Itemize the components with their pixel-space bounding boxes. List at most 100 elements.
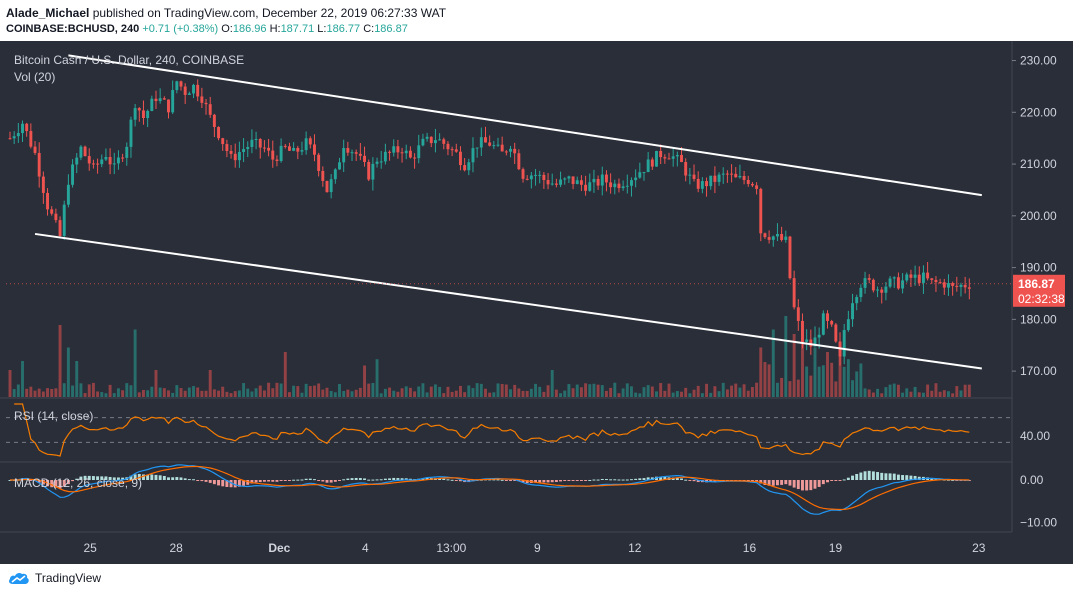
volume-bar bbox=[534, 383, 537, 397]
macd-histogram-bar bbox=[592, 479, 596, 481]
candle bbox=[296, 145, 300, 160]
candle-body bbox=[233, 153, 237, 161]
candle bbox=[267, 138, 271, 157]
volume-bar bbox=[821, 365, 825, 397]
volume-bar bbox=[888, 384, 892, 397]
volume-bar bbox=[162, 388, 166, 397]
volume-bar bbox=[333, 392, 337, 397]
candle bbox=[242, 138, 246, 163]
candle-body bbox=[792, 278, 796, 308]
grid-lines bbox=[0, 41, 1013, 533]
candle bbox=[167, 99, 170, 119]
volume-bar bbox=[296, 386, 300, 397]
candle bbox=[663, 154, 667, 164]
macd-histogram-bar bbox=[121, 477, 125, 480]
candle bbox=[21, 120, 24, 142]
candle bbox=[292, 142, 296, 152]
volume-bar bbox=[696, 385, 700, 397]
candle-body bbox=[262, 147, 266, 149]
symbol-name: COINBASE:BCHUSD, 240 bbox=[6, 23, 140, 35]
candle bbox=[546, 173, 550, 190]
volume-bar bbox=[454, 390, 458, 397]
volume-bar bbox=[87, 384, 91, 397]
author-name[interactable]: Alade_Michael bbox=[6, 6, 90, 20]
volume-bar bbox=[83, 393, 87, 397]
candle bbox=[947, 274, 950, 296]
macd-histogram-bar bbox=[321, 480, 325, 482]
volume-bar bbox=[75, 361, 79, 397]
volume-bar bbox=[604, 390, 608, 397]
macd-histogram-bar bbox=[947, 479, 950, 481]
candle bbox=[700, 177, 704, 194]
volume-bar bbox=[225, 391, 229, 397]
candle-body bbox=[559, 179, 563, 185]
volume-bar bbox=[125, 383, 129, 397]
candle-body bbox=[663, 157, 667, 159]
candle bbox=[438, 133, 442, 141]
volume-bar bbox=[417, 386, 421, 397]
chart-area[interactable]: 40.00 0.00 −10.00 170.00 180.00 190.00 200.0… bbox=[0, 41, 1073, 564]
candle bbox=[146, 109, 150, 128]
volume-bar bbox=[738, 387, 742, 397]
trendlines[interactable] bbox=[34, 54, 982, 370]
candle-body bbox=[50, 209, 54, 214]
candle-body bbox=[813, 337, 817, 347]
candle-body bbox=[855, 297, 859, 304]
candle bbox=[821, 310, 825, 336]
volume-bar bbox=[283, 352, 287, 397]
candle bbox=[283, 143, 287, 149]
candle-body bbox=[846, 319, 850, 331]
volume-bar bbox=[446, 386, 450, 397]
candle-body bbox=[759, 188, 763, 234]
macd-histogram-bar bbox=[713, 480, 717, 482]
candle bbox=[383, 143, 387, 165]
candle-body bbox=[755, 185, 759, 189]
chart-canvas[interactable]: 40.00 0.00 −10.00 170.00 180.00 190.00 200.0… bbox=[0, 41, 1073, 564]
candle bbox=[901, 273, 905, 294]
macd-histogram-bar bbox=[634, 478, 638, 480]
candle bbox=[467, 158, 471, 176]
volume-bar bbox=[442, 393, 446, 397]
candle bbox=[521, 167, 525, 183]
macd-histogram-bar bbox=[913, 475, 917, 480]
macd-histogram-bar bbox=[859, 472, 863, 480]
volume-bar bbox=[926, 384, 930, 397]
volume-bar bbox=[575, 384, 579, 397]
volume-bar bbox=[475, 383, 479, 397]
macd-histogram-bar bbox=[880, 472, 884, 480]
volume-bar bbox=[692, 389, 696, 397]
macd-histogram-bar bbox=[388, 478, 392, 480]
candle-body bbox=[488, 142, 492, 146]
candle-body bbox=[579, 180, 583, 185]
macd-histogram-bar bbox=[771, 480, 775, 486]
candle-body bbox=[154, 98, 158, 102]
volume-bar bbox=[150, 386, 154, 397]
volume-bar bbox=[96, 391, 100, 397]
candle bbox=[834, 322, 838, 343]
volume-bar bbox=[271, 388, 275, 397]
macd-histogram-bar bbox=[404, 478, 408, 480]
candle-body bbox=[934, 279, 938, 283]
volume-bar bbox=[400, 388, 404, 397]
macd-histogram-bar bbox=[350, 478, 354, 480]
candle bbox=[183, 83, 187, 104]
macd-histogram-bar bbox=[250, 480, 254, 484]
macd-histogram-bar bbox=[258, 480, 262, 483]
candle bbox=[116, 150, 120, 170]
candle bbox=[529, 171, 533, 189]
candle-body bbox=[675, 155, 679, 157]
macd-histogram-bar bbox=[755, 480, 759, 482]
volume-bar bbox=[921, 392, 925, 397]
candle bbox=[192, 83, 195, 99]
x-tick-label: 28 bbox=[169, 541, 183, 555]
candle bbox=[951, 281, 955, 296]
candle bbox=[813, 326, 817, 347]
macd-histogram-bar bbox=[609, 479, 613, 481]
candle-body bbox=[317, 154, 321, 171]
candle bbox=[625, 174, 629, 194]
tradingview-brand[interactable]: TradingView bbox=[8, 571, 101, 585]
macd-histogram-bar bbox=[571, 480, 575, 481]
macd-histogram-bar bbox=[446, 479, 450, 481]
volume-bar bbox=[659, 382, 663, 397]
candle-body bbox=[538, 174, 542, 176]
